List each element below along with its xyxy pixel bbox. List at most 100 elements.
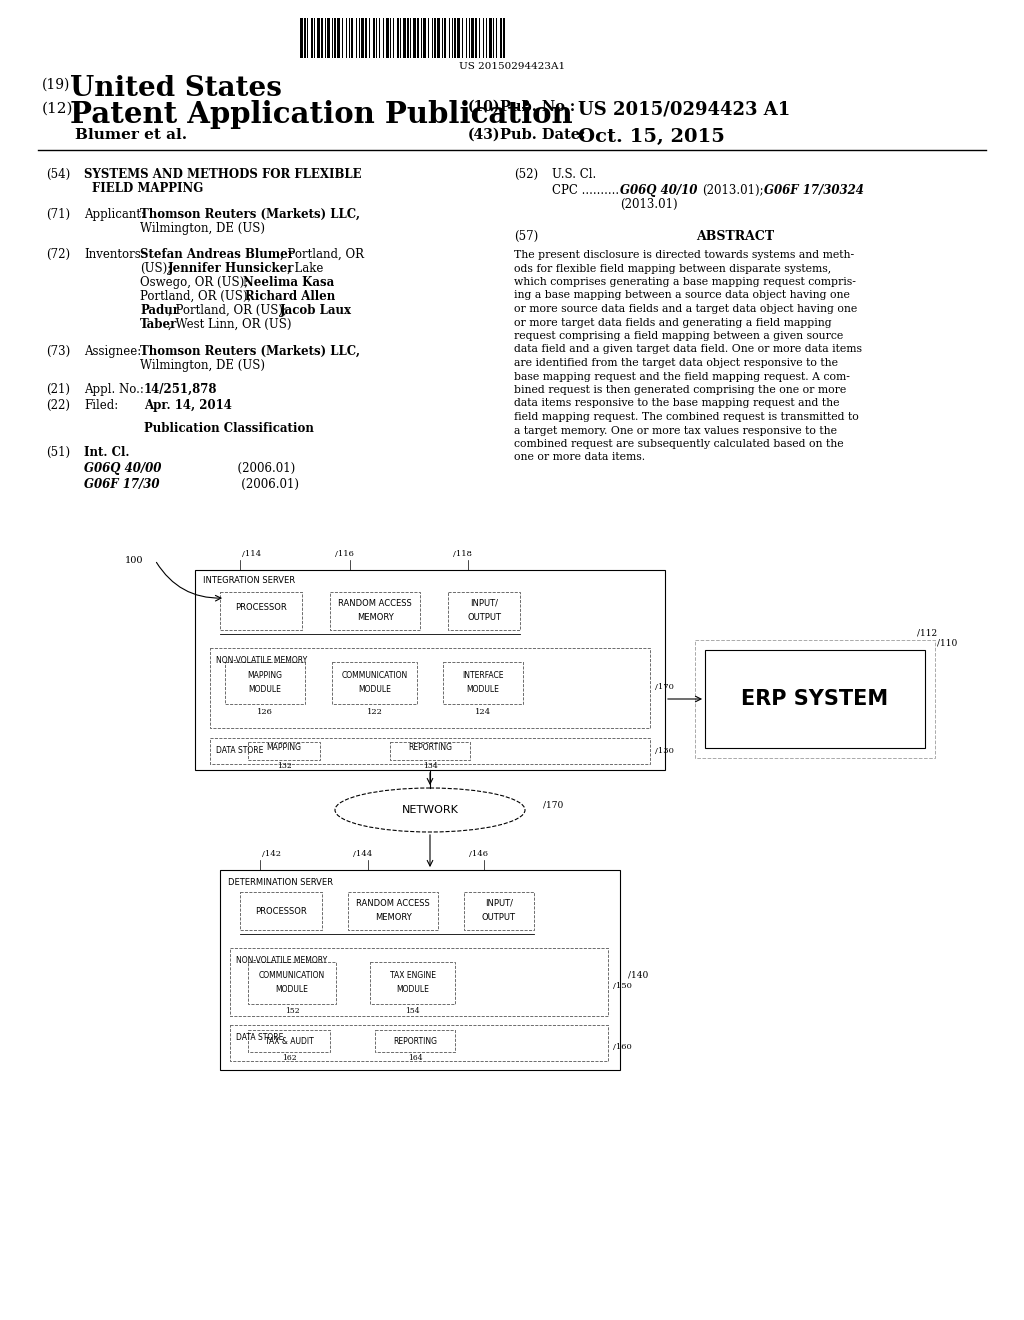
Text: /140: /140 [628, 970, 648, 979]
Text: INTEGRATION SERVER: INTEGRATION SERVER [203, 576, 295, 585]
Ellipse shape [335, 788, 525, 832]
Text: MODULE: MODULE [358, 685, 391, 693]
Text: /142: /142 [262, 850, 281, 858]
Text: Pub. No.:: Pub. No.: [500, 100, 575, 114]
Bar [443, 663, 523, 704]
Text: (52): (52) [514, 168, 539, 181]
Text: CPC ..........: CPC .......... [552, 183, 620, 197]
Text: a target memory. One or more tax values responsive to the: a target memory. One or more tax values … [514, 425, 837, 436]
Text: /114: /114 [242, 550, 261, 558]
Bar [321, 18, 323, 58]
Text: Oct. 15, 2015: Oct. 15, 2015 [578, 128, 725, 147]
Text: TAX & AUDIT: TAX & AUDIT [264, 1036, 313, 1045]
Text: bined request is then generated comprising the one or more: bined request is then generated comprisi… [514, 385, 846, 395]
Text: Blumer et al.: Blumer et al. [75, 128, 187, 143]
Bar [220, 870, 620, 1071]
Text: 126: 126 [257, 708, 273, 715]
Text: ing a base mapping between a source data object having one: ing a base mapping between a source data… [514, 290, 850, 301]
Text: (10): (10) [468, 100, 501, 114]
Bar [705, 649, 925, 748]
Text: (22): (22) [46, 399, 70, 412]
Text: (54): (54) [46, 168, 71, 181]
Text: NON-VOLATILE MEMORY: NON-VOLATILE MEMORY [216, 656, 307, 665]
Bar [240, 892, 322, 931]
Text: data items responsive to the base mapping request and the: data items responsive to the base mappin… [514, 399, 840, 408]
Text: 152: 152 [285, 1007, 299, 1015]
Text: (71): (71) [46, 209, 70, 220]
Bar [330, 591, 420, 630]
Bar [248, 1030, 330, 1052]
Bar [351, 18, 353, 58]
Text: /170: /170 [543, 800, 563, 809]
Text: Jacob Laux: Jacob Laux [280, 304, 352, 317]
Text: (21): (21) [46, 383, 70, 396]
Text: /116: /116 [335, 550, 354, 558]
Text: Stefan Andreas Blumer: Stefan Andreas Blumer [140, 248, 294, 261]
Bar [225, 663, 305, 704]
Text: Patent Application Publication: Patent Application Publication [70, 100, 572, 129]
Text: , Portland, OR (US);: , Portland, OR (US); [168, 304, 287, 317]
Bar [386, 18, 389, 58]
Text: field mapping request. The combined request is transmitted to: field mapping request. The combined requ… [514, 412, 859, 422]
Bar [475, 18, 477, 58]
Text: MODULE: MODULE [249, 685, 282, 693]
Text: (19): (19) [42, 78, 71, 92]
Bar [403, 18, 406, 58]
Bar [407, 18, 409, 58]
Text: 164: 164 [408, 1053, 422, 1063]
Text: Int. Cl.: Int. Cl. [84, 446, 129, 459]
Text: (12): (12) [42, 102, 74, 116]
Text: INPUT/: INPUT/ [485, 899, 513, 908]
Text: or more source data fields and a target data object having one: or more source data fields and a target … [514, 304, 857, 314]
Text: 14/251,878: 14/251,878 [144, 383, 217, 396]
Text: /118: /118 [453, 550, 472, 558]
Text: /150: /150 [613, 982, 632, 990]
Text: (51): (51) [46, 446, 70, 459]
Text: Publication Classification: Publication Classification [144, 422, 314, 436]
Bar [348, 892, 438, 931]
Bar [334, 18, 336, 58]
Text: MODULE: MODULE [467, 685, 500, 693]
Bar [500, 18, 502, 58]
Bar [437, 18, 440, 58]
Bar [503, 18, 505, 58]
Text: ods for flexible field mapping between disparate systems,: ods for flexible field mapping between d… [514, 264, 831, 273]
Text: Filed:: Filed: [84, 399, 118, 412]
Text: Taber: Taber [140, 318, 177, 331]
Text: Pub. Date:: Pub. Date: [500, 128, 586, 143]
Text: INTERFACE: INTERFACE [462, 671, 504, 680]
Text: /112: /112 [918, 628, 937, 638]
Text: base mapping request and the field mapping request. A com-: base mapping request and the field mappi… [514, 371, 850, 381]
Text: US 20150294423A1: US 20150294423A1 [459, 62, 565, 71]
Text: MEMORY: MEMORY [375, 912, 412, 921]
Bar [248, 962, 336, 1005]
Bar [230, 948, 608, 1016]
Text: ERP SYSTEM: ERP SYSTEM [741, 689, 889, 709]
Text: Thomson Reuters (Markets) LLC,: Thomson Reuters (Markets) LLC, [140, 345, 360, 358]
Text: /130: /130 [655, 747, 674, 755]
Text: 154: 154 [406, 1007, 420, 1015]
Text: NON-VOLATILE MEMORY: NON-VOLATILE MEMORY [236, 956, 328, 965]
Text: The present disclosure is directed towards systems and meth-: The present disclosure is directed towar… [514, 249, 854, 260]
Bar [375, 1030, 455, 1052]
Text: one or more data items.: one or more data items. [514, 453, 645, 462]
Bar [210, 738, 650, 764]
Text: ABSTRACT: ABSTRACT [696, 230, 774, 243]
Text: /110: /110 [937, 638, 957, 647]
Bar [457, 18, 460, 58]
Text: COMMUNICATION: COMMUNICATION [259, 970, 326, 979]
Text: (2013.01);: (2013.01); [702, 183, 764, 197]
Text: RANDOM ACCESS: RANDOM ACCESS [338, 598, 412, 607]
Text: or more target data fields and generating a field mapping: or more target data fields and generatin… [514, 318, 831, 327]
Text: Padur: Padur [140, 304, 179, 317]
Text: 162: 162 [282, 1053, 296, 1063]
Text: Inventors:: Inventors: [84, 248, 144, 261]
Text: INPUT/: INPUT/ [470, 598, 498, 607]
Text: G06F 17/30324: G06F 17/30324 [764, 183, 864, 197]
Text: Apr. 14, 2014: Apr. 14, 2014 [144, 399, 231, 412]
Text: PROCESSOR: PROCESSOR [255, 907, 307, 916]
Text: (2006.01): (2006.01) [200, 462, 295, 475]
Text: Oswego, OR (US);: Oswego, OR (US); [140, 276, 248, 289]
Text: U.S. Cl.: U.S. Cl. [552, 168, 596, 181]
Text: Wilmington, DE (US): Wilmington, DE (US) [140, 222, 265, 235]
